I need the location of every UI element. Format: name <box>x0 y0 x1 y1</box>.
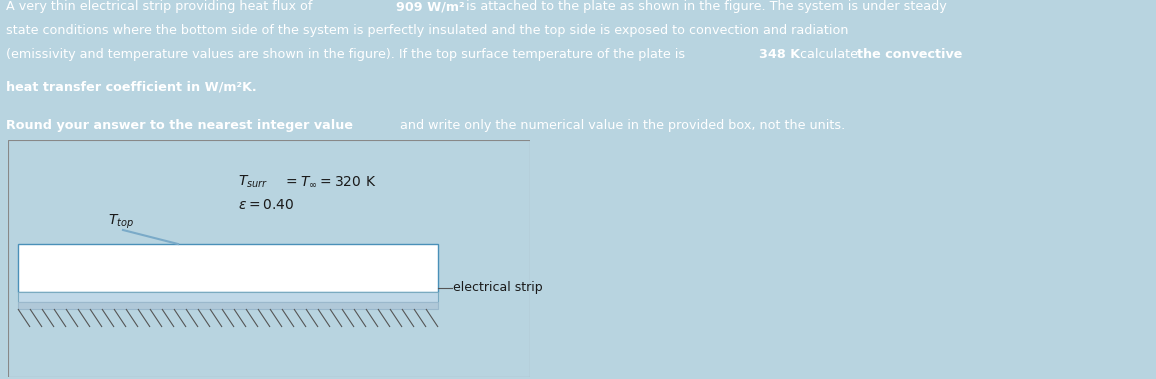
Text: the convective: the convective <box>857 48 962 61</box>
Bar <box>18 244 438 292</box>
Text: $\varepsilon = 0.40$: $\varepsilon = 0.40$ <box>238 198 295 212</box>
Text: $= T_{\infty} = 320\ \mathrm{K}$: $= T_{\infty} = 320\ \mathrm{K}$ <box>283 175 377 189</box>
Text: $T_{surr}$: $T_{surr}$ <box>238 174 268 190</box>
Text: A very thin electrical strip providing heat flux of: A very thin electrical strip providing h… <box>6 0 316 13</box>
Bar <box>18 292 438 302</box>
Text: and write only the numerical value in the provided box, not the units.: and write only the numerical value in th… <box>397 119 845 132</box>
Text: state conditions where the bottom side of the system is perfectly insulated and : state conditions where the bottom side o… <box>6 24 849 37</box>
Text: Round your answer to the nearest integer value: Round your answer to the nearest integer… <box>6 119 353 132</box>
Text: 909 W/m²: 909 W/m² <box>397 0 465 13</box>
Text: $T_{top}$: $T_{top}$ <box>108 213 134 231</box>
Text: heat transfer coefficient in W/m²K.: heat transfer coefficient in W/m²K. <box>6 80 257 93</box>
Text: 348 K: 348 K <box>759 48 800 61</box>
Text: is attached to the plate as shown in the figure. The system is under steady: is attached to the plate as shown in the… <box>462 0 947 13</box>
Bar <box>18 302 438 309</box>
Text: calculate: calculate <box>796 48 862 61</box>
Text: (emissivity and temperature values are shown in the figure). If the top surface : (emissivity and temperature values are s… <box>6 48 689 61</box>
Text: electrical strip: electrical strip <box>453 282 542 294</box>
